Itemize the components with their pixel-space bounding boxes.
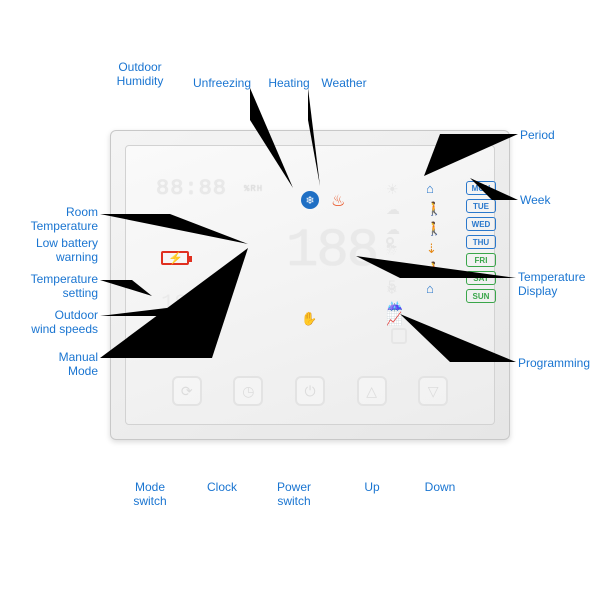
label-manual-mode: Manual Mode (40, 350, 98, 379)
week-days-column: MON TUE WED THU FRI SAT SUN (466, 181, 496, 307)
period-icons-column: ⌂🚶🚶⇣🚶⌂ (426, 181, 442, 301)
manual-mode-icon: ✋ (301, 311, 317, 327)
week-day-badge: FRI (466, 253, 496, 267)
label-temperature-display: Temperature Display (518, 270, 585, 299)
degree-symbol (386, 237, 394, 245)
label-unfreezing: Unfreezing (193, 76, 251, 90)
label-clock: Clock (207, 480, 237, 494)
week-day-badge: SAT (466, 271, 496, 285)
label-room-temperature: Room Temperature (12, 205, 98, 234)
label-mode-switch: Mode switch (133, 480, 166, 509)
thermostat-panel: 88:88 %RH ❄ ♨ ☀☁☁⛈❄❄☔ ⌂🚶🚶⇣🚶⌂ MONTUEWEDTH… (110, 130, 510, 440)
week-day-badge: WED (466, 217, 496, 231)
week-day-badge: MON (466, 181, 496, 195)
period-icon: 🚶 (426, 201, 442, 221)
unfreezing-icon: ❄ (301, 191, 319, 209)
week-day-badge: SUN (466, 289, 496, 303)
period-icon: 🚶 (426, 221, 442, 241)
label-temperature-setting: Temperature setting (12, 272, 98, 301)
temp-decimal: 5 (388, 277, 396, 293)
humidity-unit: %RH (244, 184, 263, 194)
wind-speed-icon: ≋ (211, 298, 220, 311)
label-outdoor-wind: Outdoor wind speeds (12, 308, 98, 337)
weather-icon: ☀ (386, 181, 403, 201)
week-day-badge: THU (466, 235, 496, 249)
label-down: Down (425, 480, 456, 494)
panel-screen: 88:88 %RH ❄ ♨ ☀☁☁⛈❄❄☔ ⌂🚶🚶⇣🚶⌂ MONTUEWEDTH… (125, 145, 495, 425)
period-icon: ⌂ (426, 181, 442, 201)
label-up: Up (364, 480, 379, 494)
heating-icon: ♨ (331, 191, 345, 211)
label-heating: Heating (268, 76, 309, 90)
down-button[interactable]: ▽ (418, 376, 448, 406)
period-icon: ⌂ (426, 281, 442, 301)
label-week: Week (520, 193, 550, 207)
period-icon: 🚶 (426, 261, 442, 281)
temperature-display-digits: 188 (286, 221, 377, 282)
temperature-setting-digits: 18 (161, 291, 187, 316)
period-icon: ⇣ (426, 241, 442, 261)
up-button[interactable]: △ (357, 376, 387, 406)
week-day-badge: TUE (466, 199, 496, 213)
weather-icons-column: ☀☁☁⛈❄❄☔ (386, 181, 403, 321)
outdoor-humidity-digits: 88:88 (156, 176, 227, 201)
label-period: Period (520, 128, 555, 142)
label-power-switch: Power switch (277, 480, 311, 509)
room-temp-icon (391, 328, 407, 344)
button-row: ⟳ ◷ ⏻ △ ▽ (126, 376, 494, 406)
label-programming: Programming (518, 356, 590, 370)
mode-switch-button[interactable]: ⟳ (172, 376, 202, 406)
clock-button[interactable]: ◷ (233, 376, 263, 406)
label-low-battery: Low battery warning (12, 236, 98, 265)
programming-icon: 📈 (386, 311, 402, 327)
battery-bolt-icon: ⚡ (168, 251, 183, 265)
label-weather: Weather (321, 76, 366, 90)
label-outdoor-humidity: Outdoor Humidity (117, 60, 164, 89)
power-switch-button[interactable]: ⏻ (295, 376, 325, 406)
weather-icon: ☁ (386, 201, 403, 221)
